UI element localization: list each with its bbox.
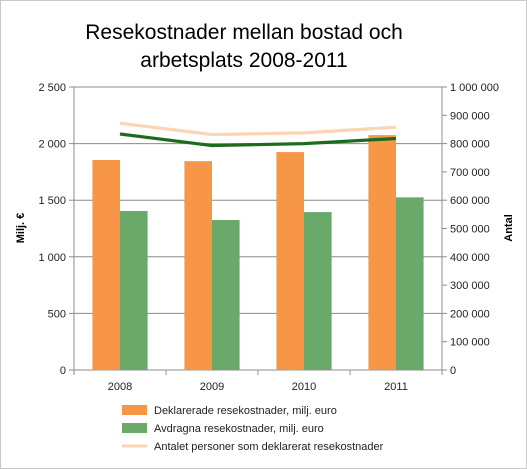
y-tick-label: 2 500	[38, 82, 66, 94]
y2-tick-label: 100 000	[450, 337, 490, 349]
bar-declared	[184, 161, 212, 370]
y2-axis-title: Antal	[503, 214, 515, 242]
legend-label: Deklarerade resekostnader, milj. euro	[154, 405, 337, 417]
y2-tick-label: 1 000 000	[450, 82, 499, 94]
line-series-dark	[119, 132, 397, 148]
bar-deducted	[304, 212, 332, 370]
legend-swatch	[122, 423, 147, 433]
y-axis-title: Milj. €	[15, 213, 27, 244]
x-tick-label: 2010	[292, 381, 316, 393]
y-tick-label: 2 000	[38, 139, 66, 151]
y2-tick-label: 200 000	[450, 308, 490, 320]
x-tick-label: 2008	[108, 381, 132, 393]
legend-label: Avdragna resekostnader, milj. euro	[154, 423, 324, 435]
lines-layer	[119, 121, 397, 148]
y-tick-label: 500	[48, 308, 66, 320]
y2-tick-label: 600 000	[450, 195, 490, 207]
y2-tick-label: 300 000	[450, 280, 490, 292]
y-tick-label: 1 500	[38, 195, 66, 207]
bar-declared	[368, 135, 396, 370]
bar-deducted	[396, 197, 424, 370]
bar-declared	[276, 152, 304, 370]
chart-title-line-1: Resekostnader mellan bostad och	[85, 21, 403, 44]
line-series-persons	[119, 121, 397, 137]
y2-tick-label: 900 000	[450, 110, 490, 122]
y2-tick-label: 500 000	[450, 224, 490, 236]
bar-deducted	[212, 220, 240, 370]
y-tick-label: 0	[60, 365, 66, 377]
y2-tick-label: 0	[450, 365, 456, 377]
x-tick-label: 2009	[200, 381, 224, 393]
bar-declared	[92, 160, 120, 370]
y-tick-label: 1 000	[38, 252, 66, 264]
legend-swatch	[122, 405, 147, 415]
chart-title-group: Resekostnader mellan bostad och arbetspl…	[85, 21, 403, 72]
legend-label: Antalet personer som deklarerat resekost…	[154, 441, 384, 453]
bar-deducted	[120, 210, 148, 370]
y2-tick-label: 400 000	[450, 252, 490, 264]
legend: Deklarerade resekostnader, milj. euro Avd…	[122, 405, 384, 453]
x-tick-label: 2011	[384, 381, 408, 393]
axes: 0 500 1 000 1 500 2 000 2 500 0 100 000 200 000 3…	[38, 82, 498, 393]
y2-tick-label: 700 000	[450, 167, 490, 179]
chart-title-line-2: arbetsplats 2008-2011	[140, 49, 347, 72]
bars-layer	[92, 135, 424, 370]
y2-tick-label: 800 000	[450, 139, 490, 151]
